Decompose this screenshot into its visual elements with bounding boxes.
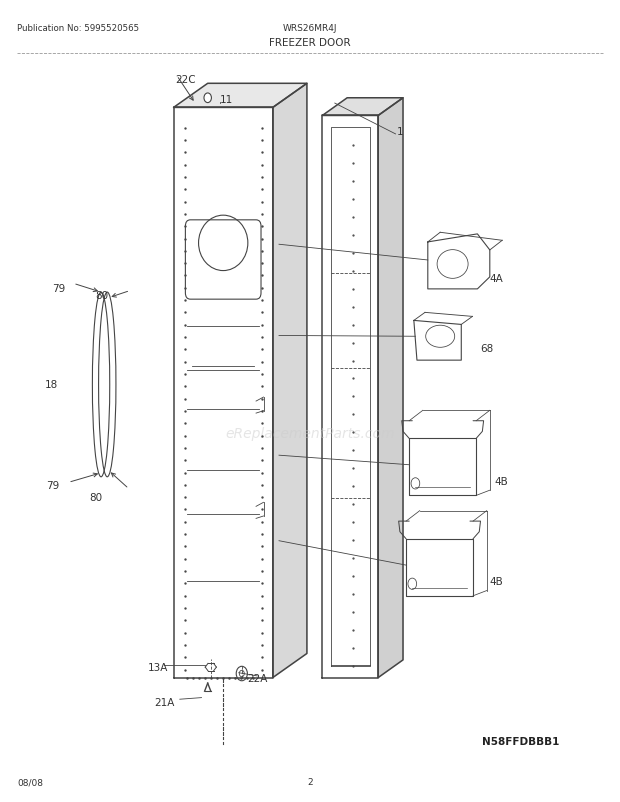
Polygon shape (174, 84, 307, 108)
Text: eReplacementParts.com: eReplacementParts.com (225, 426, 395, 440)
Text: 22C: 22C (175, 75, 197, 85)
Polygon shape (322, 99, 403, 116)
Text: FREEZER DOOR: FREEZER DOOR (269, 38, 351, 47)
Text: 68: 68 (480, 344, 494, 354)
Polygon shape (273, 84, 307, 678)
Text: 11: 11 (219, 95, 233, 105)
Text: 80: 80 (95, 290, 109, 300)
Text: 21A: 21A (154, 697, 174, 707)
Text: 80: 80 (89, 492, 103, 502)
Text: 4B: 4B (494, 476, 508, 486)
Text: 22A: 22A (247, 673, 267, 683)
Text: WRS26MR4J: WRS26MR4J (283, 23, 337, 32)
Text: N58FFDBBB1: N58FFDBBB1 (482, 736, 559, 746)
Text: 4A: 4A (489, 274, 503, 284)
Circle shape (204, 94, 211, 103)
Text: 79: 79 (46, 480, 60, 490)
Text: 08/08: 08/08 (17, 777, 43, 786)
Text: 13A: 13A (148, 662, 168, 672)
Text: 18: 18 (45, 380, 58, 390)
Text: 79: 79 (52, 284, 66, 294)
Text: 1: 1 (397, 128, 403, 137)
Text: 4B: 4B (489, 577, 503, 586)
Polygon shape (378, 99, 403, 678)
Text: Publication No: 5995520565: Publication No: 5995520565 (17, 23, 140, 32)
Text: 2: 2 (307, 777, 313, 786)
